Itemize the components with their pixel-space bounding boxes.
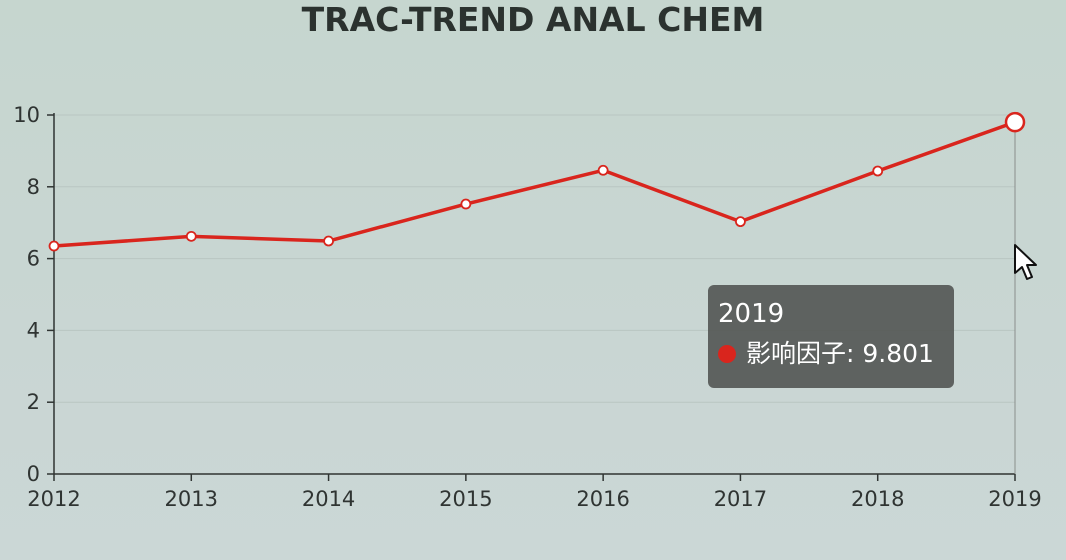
data-point[interactable] xyxy=(185,230,197,242)
data-point[interactable] xyxy=(48,240,60,252)
series xyxy=(53,120,1016,248)
x-tick-label: 2017 xyxy=(714,487,767,511)
y-tick-label: 2 xyxy=(27,390,40,414)
tooltip-title: 2019 xyxy=(718,299,785,329)
x-tick-label: 2018 xyxy=(851,487,904,511)
chart-title: TRAC-TREND ANAL CHEM xyxy=(301,0,765,39)
data-point[interactable] xyxy=(872,165,884,177)
y-tick-label: 4 xyxy=(27,318,40,342)
x-tick-label: 2012 xyxy=(27,487,80,511)
y-tick-label: 10 xyxy=(13,103,40,127)
x-tick-label: 2014 xyxy=(302,487,355,511)
tooltip-row: 影响因子: 9.801 xyxy=(718,339,944,369)
x-tick-labels: 2012 2013 2014 2015 2016 2017 2018 2019 xyxy=(27,487,1041,511)
mouse-cursor-icon xyxy=(1014,244,1037,280)
data-points[interactable] xyxy=(48,111,1026,252)
data-point[interactable] xyxy=(323,235,334,247)
axes xyxy=(47,113,1016,481)
tooltip: 2019 影响因子: 9.801 xyxy=(708,285,954,388)
tooltip-value-text: 影响因子: 9.801 xyxy=(746,339,934,368)
data-point-highlighted[interactable] xyxy=(1004,111,1026,133)
x-tick-label: 2016 xyxy=(576,487,629,511)
y-tick-label: 0 xyxy=(27,462,40,486)
data-point[interactable] xyxy=(597,164,609,176)
y-tick-label: 8 xyxy=(27,175,40,199)
x-tick-label: 2019 xyxy=(988,487,1041,511)
data-point[interactable] xyxy=(735,216,746,228)
x-tick-label: 2013 xyxy=(165,487,218,511)
tooltip-series-dot xyxy=(718,345,736,363)
y-tick-label: 6 xyxy=(27,247,40,271)
data-point[interactable] xyxy=(460,198,472,210)
series-line xyxy=(53,120,1016,248)
x-tick-label: 2015 xyxy=(439,487,492,511)
y-tick-labels: 0 2 4 6 8 10 xyxy=(13,103,40,486)
